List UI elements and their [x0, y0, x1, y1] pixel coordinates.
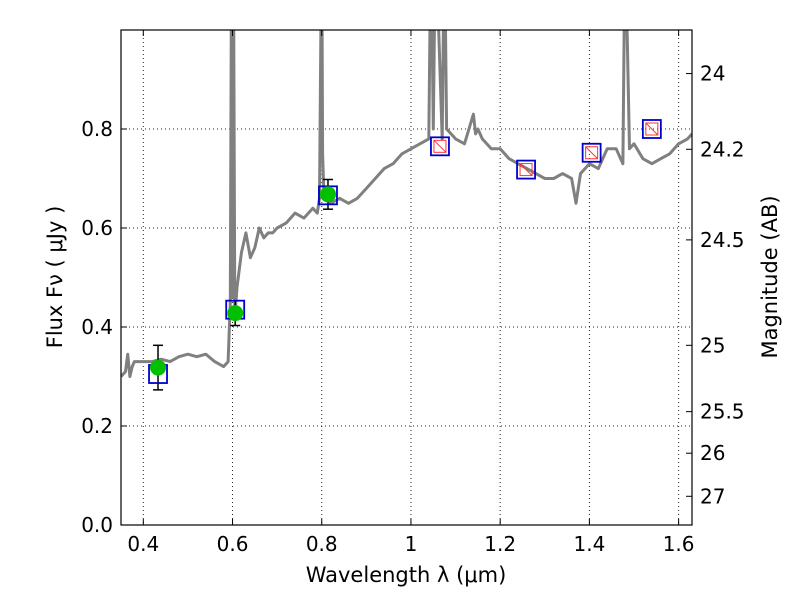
right-tick-label: 25	[700, 333, 725, 357]
upper-limit-cross	[645, 122, 659, 136]
observed-point	[150, 359, 167, 376]
x-axis-label: Wavelength λ (μm)	[306, 563, 507, 587]
model-point	[430, 136, 450, 157]
right-tick-label: 27	[700, 484, 725, 508]
observed-point	[319, 186, 336, 203]
axis-ticks: 0.4 0.6 0.8 1 1.2 1.4 1.6 0.0 0.2 0.4 0.6 0.8 24 24.2…	[81, 30, 745, 556]
y-tick-label: 0.0	[81, 513, 113, 537]
model-point	[318, 185, 338, 206]
y-tick-label: 0.6	[81, 216, 113, 240]
x-tick-label: 1.6	[663, 532, 695, 556]
y-tick-label: 0.4	[81, 315, 113, 339]
model-spectrum	[121, 30, 692, 378]
grid	[121, 30, 692, 526]
x-tick-label: 1.4	[573, 532, 605, 556]
x-tick-label: 0.6	[217, 532, 249, 556]
right-tick-label: 26	[700, 441, 725, 465]
x-tick-label: 1	[405, 532, 418, 556]
right-axis-label: Magnitude (AB)	[758, 195, 782, 358]
right-tick-label: 24	[700, 62, 725, 86]
upper-limit-box	[645, 122, 659, 136]
upper-limit-box	[585, 146, 599, 160]
model-point	[641, 119, 662, 139]
plot-frame	[120, 29, 693, 526]
x-tick-label: 0.8	[306, 532, 338, 556]
model-point	[581, 142, 602, 163]
upper-limit-cross	[433, 139, 447, 153]
photometry-points	[148, 119, 662, 391]
observed-point	[227, 305, 244, 322]
y-axis-label: Flux Fν ( μJy )	[43, 206, 67, 349]
y-tick-label: 0.2	[81, 414, 113, 438]
model-point	[516, 159, 536, 180]
right-tick-label: 24.2	[700, 137, 745, 161]
upper-limit-cross	[585, 146, 598, 160]
x-tick-label: 1.2	[484, 532, 516, 556]
x-tick-label: 0.4	[127, 532, 159, 556]
spectrum-line	[121, 30, 692, 378]
upper-limit-box	[519, 163, 533, 177]
right-tick-label: 25.5	[700, 400, 745, 424]
y-tick-label: 0.8	[81, 117, 113, 141]
upper-limit-box	[433, 139, 447, 153]
right-tick-label: 24.5	[700, 228, 745, 252]
upper-limit-cross	[519, 163, 533, 176]
